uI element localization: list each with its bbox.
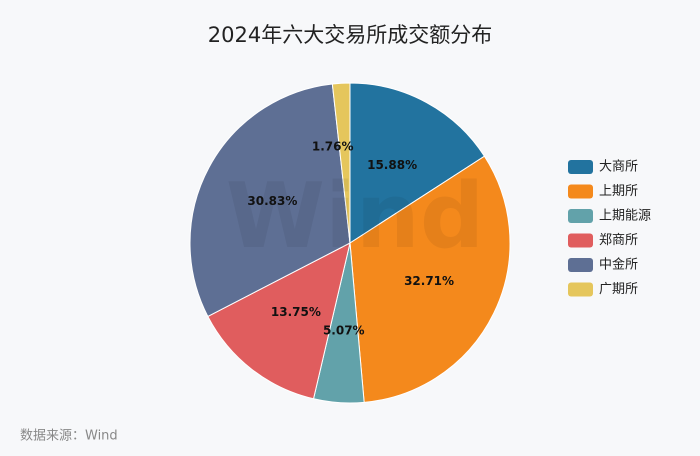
legend-label: 中金所 <box>599 257 638 273</box>
legend-label: 上期能源 <box>599 209 651 224</box>
pie-slice <box>189 83 351 318</box>
pie-slice <box>331 82 351 244</box>
legend-swatch <box>568 282 593 297</box>
legend-label: 广期所 <box>599 282 638 297</box>
labels: 15.88% 32.71% 5.07%13.75% 30.83% 1.76% <box>247 140 454 338</box>
data-label: 13.75% <box>271 305 321 319</box>
data-label: 30.83% <box>247 194 297 208</box>
data-label: 5.07% <box>323 323 365 337</box>
legend-label: 郑商所 <box>599 233 638 248</box>
pie <box>189 82 511 404</box>
legend-swatch <box>568 160 593 174</box>
legend-label: 上期所 <box>599 184 638 199</box>
legend-swatch <box>568 233 593 248</box>
data-label: 32.71% <box>404 274 454 288</box>
legend-swatch <box>568 258 593 272</box>
pie-slice <box>349 155 511 403</box>
watermark: Wind <box>226 164 485 269</box>
legend-label: 大商所 <box>599 160 638 175</box>
chart-title: 2024年六大交易所成交额分布 <box>208 23 492 47</box>
pie-slice <box>349 82 486 244</box>
legend-swatch <box>568 184 593 199</box>
legend-swatch <box>568 209 593 223</box>
source-note: 数据来源：Wind <box>20 429 118 444</box>
data-label: 15.88% <box>367 158 417 172</box>
data-label: 1.76% <box>312 140 354 154</box>
pie-slice <box>207 242 351 400</box>
